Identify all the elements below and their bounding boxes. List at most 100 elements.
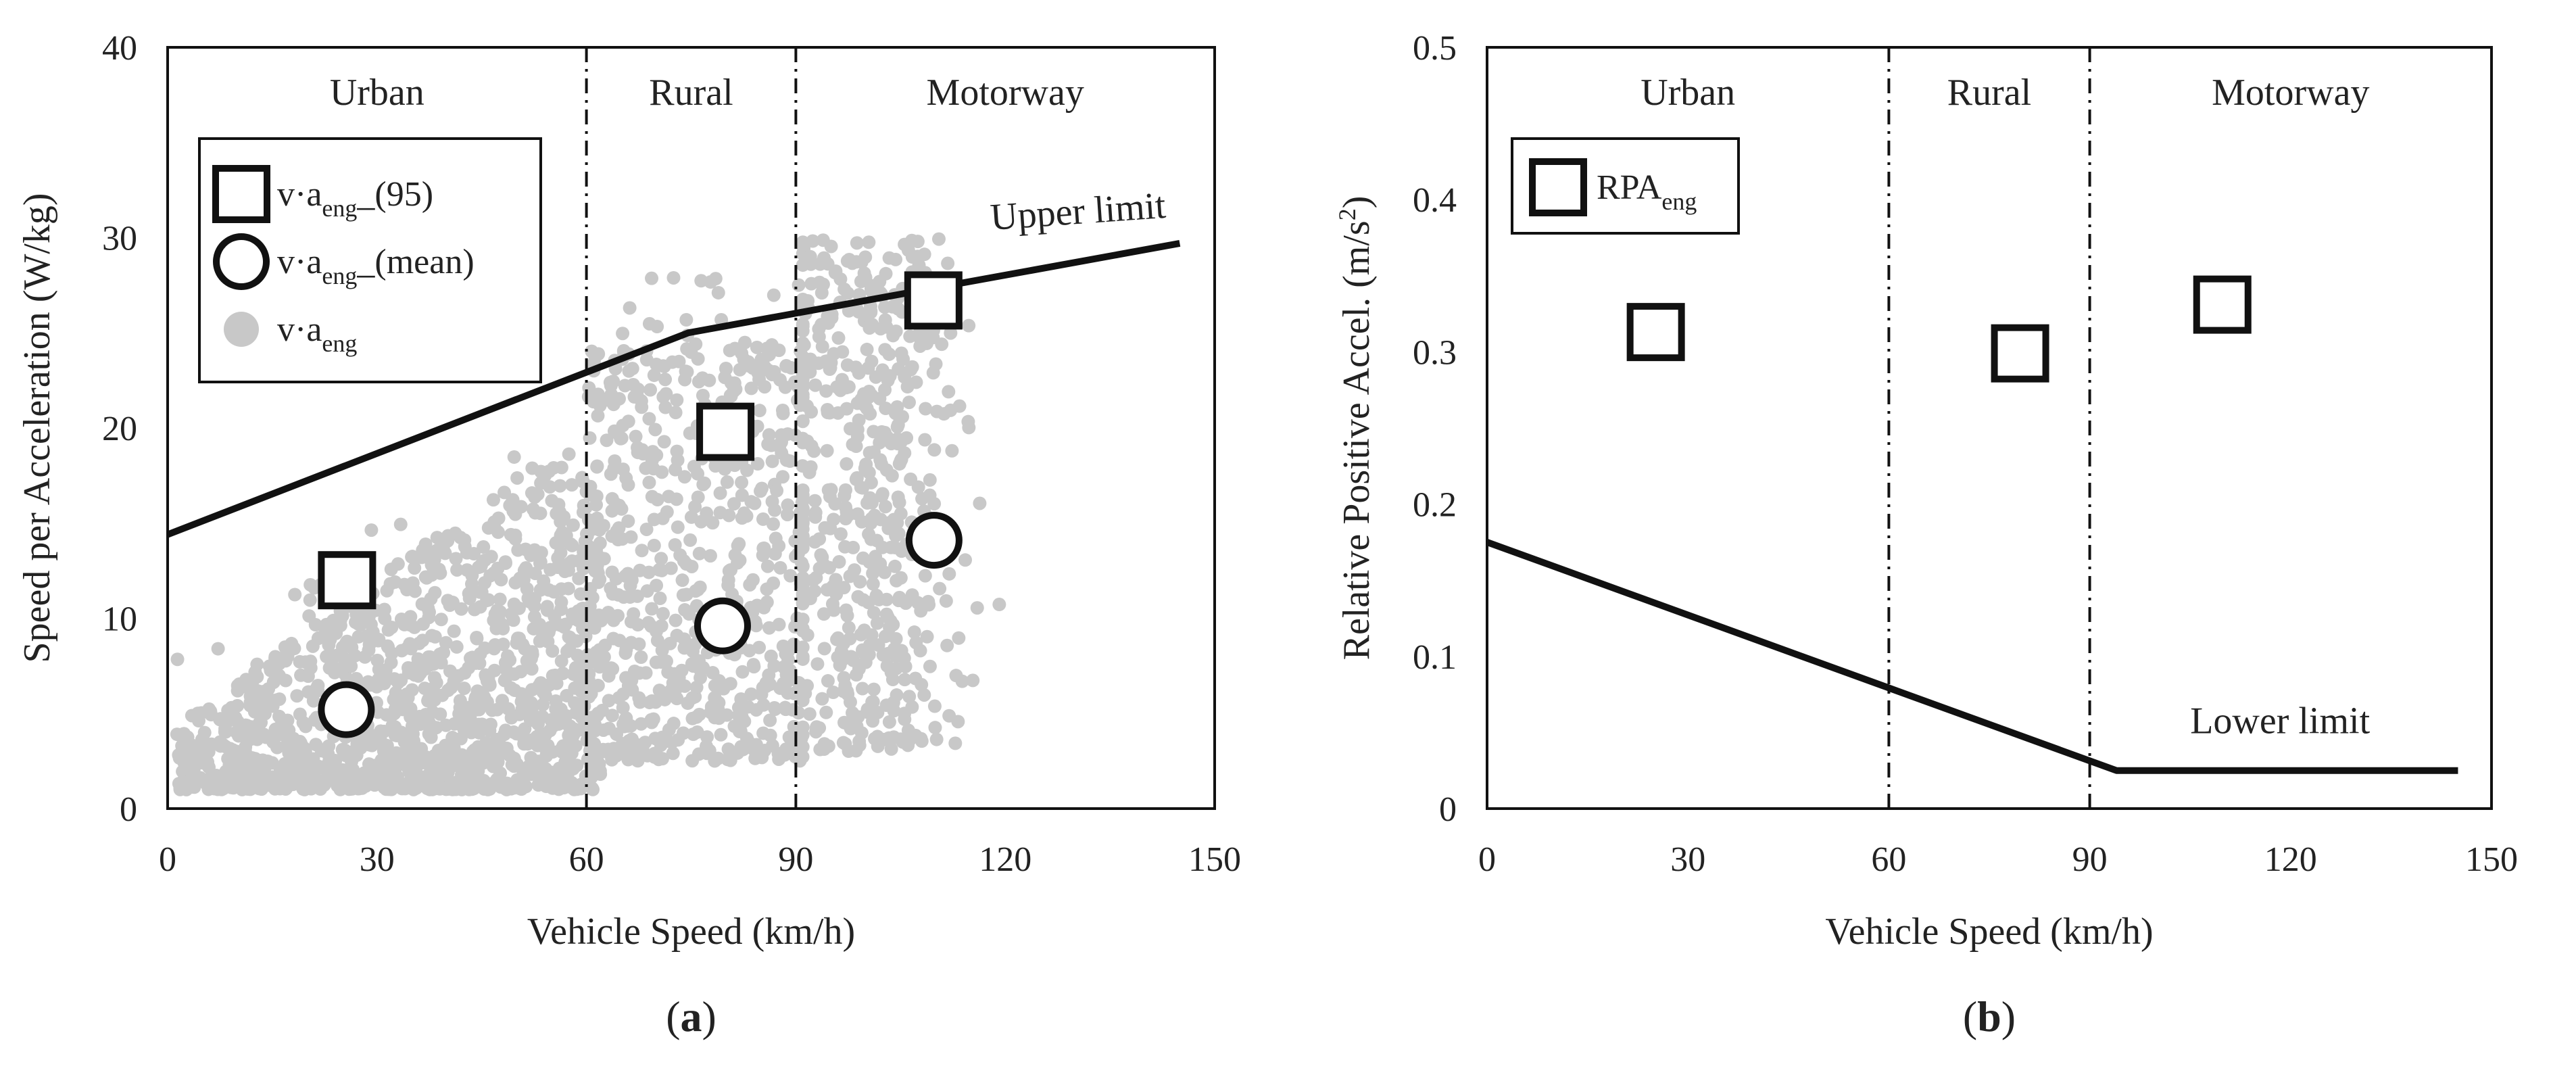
region-labels: Urban Rural Motorway — [1641, 72, 2369, 114]
scatter-point — [819, 705, 833, 719]
scatter-point — [700, 730, 714, 744]
scatter-point — [821, 739, 835, 753]
legend-circle-icon — [213, 233, 270, 290]
scatter-point — [661, 665, 675, 679]
scatter-point — [802, 465, 817, 479]
scatter-point — [731, 539, 745, 553]
scatter-point — [400, 583, 414, 597]
scatter-point — [345, 782, 360, 796]
scatter-point — [693, 580, 707, 594]
scatter-point — [545, 644, 560, 658]
scatter-point — [434, 613, 448, 627]
scatter-point — [748, 496, 762, 510]
scatter-point — [862, 555, 877, 569]
scatter-point — [760, 559, 775, 573]
scatter-point — [645, 602, 659, 616]
y-axis-label: Speed per Acceleration (W/kg) — [16, 193, 58, 663]
legend-label: RPAeng — [1597, 168, 1697, 215]
scatter-point — [874, 457, 888, 471]
scatter-point — [349, 607, 364, 621]
scatter-point — [605, 709, 619, 723]
scatter-point — [358, 650, 372, 664]
scatter-point — [484, 550, 498, 564]
scatter-point — [526, 502, 540, 517]
scatter-point — [945, 444, 959, 458]
scatter-point — [796, 319, 810, 333]
y-tick-label: 0 — [120, 790, 137, 829]
scatter-point — [792, 278, 806, 292]
y-tick-label: 0.5 — [1413, 29, 1457, 68]
scatter-point — [721, 578, 735, 592]
scatter-point — [655, 465, 669, 479]
scatter-point — [962, 318, 976, 333]
scatter-point — [783, 569, 798, 583]
scatter-point — [504, 711, 518, 725]
scatter-point — [658, 373, 673, 387]
scatter-point — [796, 362, 810, 376]
scatter-point — [240, 732, 254, 746]
scatter-point — [345, 640, 359, 654]
scatter-point — [552, 505, 566, 519]
scatter-point — [923, 473, 937, 487]
scatter-point — [299, 719, 313, 734]
scatter-point — [686, 659, 700, 673]
scatter-point — [635, 742, 650, 756]
scatter-point — [763, 713, 777, 727]
scatter-point — [522, 706, 536, 720]
scatter-point — [820, 583, 834, 597]
scatter-point — [917, 688, 931, 702]
scatter-point — [846, 540, 860, 554]
scatter-point — [621, 514, 635, 528]
y-tick-label: 30 — [102, 220, 137, 258]
scatter-point — [532, 777, 546, 791]
scatter-point — [856, 643, 870, 657]
scatter-point — [606, 375, 621, 389]
x-ticks: 0 30 60 90 120 150 — [1478, 840, 2518, 879]
scatter-point — [441, 594, 455, 608]
scatter-point — [830, 380, 844, 394]
marker-mean — [318, 681, 375, 738]
scatter-point — [875, 363, 890, 377]
scatter-point — [880, 430, 894, 444]
scatter-point — [948, 736, 963, 750]
x-tick-label: 0 — [1478, 840, 1496, 879]
scatter-point — [862, 235, 876, 249]
scatter-point — [653, 592, 667, 606]
marker-95th — [904, 271, 963, 330]
x-tick-label: 60 — [569, 840, 604, 879]
y-axis-label: Relative Positive Accel. (m/s2) — [1334, 196, 1378, 661]
scatter-point — [863, 407, 877, 421]
scatter-point — [625, 732, 639, 746]
scatter-point — [920, 629, 934, 644]
scatter-point — [507, 450, 521, 464]
scatter-point — [258, 707, 272, 721]
scatter-point — [609, 572, 623, 586]
scatter-point — [904, 362, 918, 377]
scatter-point — [591, 408, 605, 423]
scatter-point — [458, 766, 472, 780]
scatter-point — [506, 613, 520, 627]
region-boundaries — [585, 47, 798, 809]
scatter-point — [839, 500, 853, 514]
scatter-point — [992, 598, 1006, 612]
scatter-point — [473, 647, 487, 661]
scatter-point — [840, 457, 854, 471]
scatter-point — [849, 668, 863, 682]
scatter-point — [525, 486, 539, 500]
scatter-point — [597, 650, 611, 664]
scatter-point — [193, 771, 208, 785]
scatter-point — [251, 729, 266, 744]
scatter-point — [566, 667, 581, 681]
scatter-point — [480, 674, 494, 688]
scatter-point — [850, 396, 865, 410]
scatter-point — [796, 728, 810, 742]
scatter-point — [607, 742, 621, 756]
scatter-point — [810, 657, 825, 671]
scatter-point — [584, 770, 598, 784]
scatter-point — [708, 754, 722, 768]
scatter-point — [246, 673, 260, 687]
scatter-point — [590, 460, 604, 474]
scatter-point — [394, 725, 408, 740]
scatter-point — [727, 719, 742, 734]
scatter-point — [944, 403, 958, 417]
